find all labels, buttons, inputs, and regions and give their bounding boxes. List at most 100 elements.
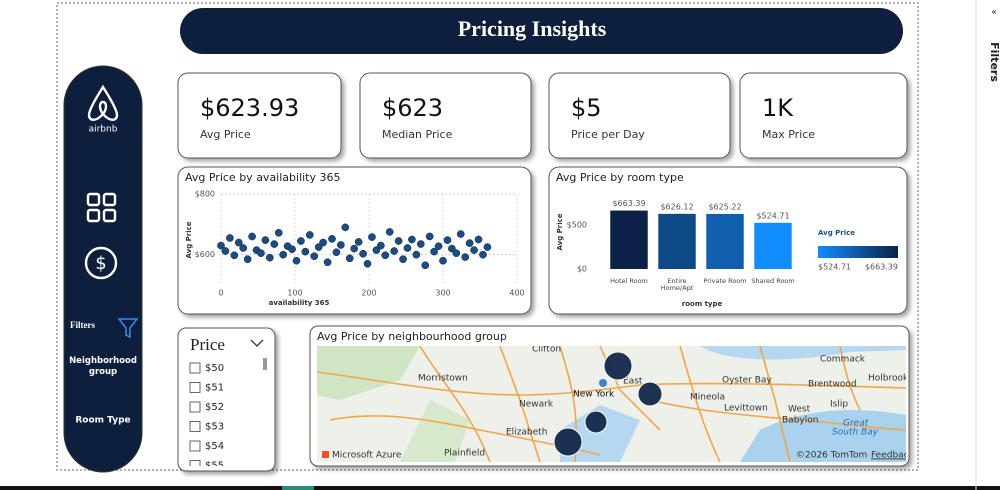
- page-tab[interactable]: [282, 486, 314, 490]
- scatter-point[interactable]: [456, 230, 465, 238]
- scatter-point[interactable]: [363, 259, 372, 268]
- map-bubble[interactable]: [599, 379, 607, 387]
- scatter-point[interactable]: [248, 232, 256, 241]
- slicer-item[interactable]: $51: [205, 383, 224, 394]
- slicer-title: Price: [190, 335, 225, 354]
- map-place-label: Brentwood: [808, 380, 857, 390]
- scatter-point[interactable]: [354, 238, 363, 246]
- map-bubble[interactable]: [637, 381, 663, 407]
- filter-item[interactable]: Room Type: [75, 416, 130, 426]
- scatter-point[interactable]: [470, 246, 478, 254]
- slicer-checkbox[interactable]: [189, 401, 201, 413]
- scatter-point[interactable]: [434, 242, 443, 251]
- scatter-point[interactable]: [345, 254, 354, 263]
- scatter-point[interactable]: [221, 247, 230, 255]
- scatter-point[interactable]: [425, 232, 434, 241]
- x-axis-title: room type: [682, 300, 723, 308]
- slicer-item[interactable]: $50: [205, 363, 224, 374]
- scatter-point[interactable]: [243, 255, 252, 264]
- scatter-point[interactable]: [439, 256, 447, 265]
- scatter-point[interactable]: [239, 244, 248, 252]
- scatter-point[interactable]: [261, 236, 270, 244]
- filter-icon[interactable]: [117, 318, 139, 339]
- scatter-point[interactable]: [443, 236, 452, 244]
- header-title: Pricing Insights: [458, 16, 607, 41]
- scatter-point[interactable]: [430, 247, 438, 256]
- bar[interactable]: [610, 210, 648, 269]
- slicer-checkbox[interactable]: [189, 440, 201, 452]
- scatter-point[interactable]: [230, 251, 239, 260]
- scatter-point[interactable]: [412, 250, 421, 259]
- x-tick-label-wrap: Entire Home/Apt: [661, 278, 694, 292]
- scatter-point[interactable]: [416, 240, 425, 248]
- scatter-point[interactable]: [274, 228, 283, 237]
- scatter-point[interactable]: [465, 239, 474, 247]
- scatter-point[interactable]: [270, 240, 279, 248]
- map-bubble[interactable]: [584, 410, 608, 434]
- kpi-card: [548, 72, 731, 159]
- scatter-point[interactable]: [279, 250, 288, 259]
- scatter-point[interactable]: [297, 237, 305, 245]
- scatter-point[interactable]: [376, 241, 385, 250]
- scatter-point[interactable]: [217, 241, 225, 250]
- map-place-label: Plainfield: [444, 449, 485, 459]
- scatter-point[interactable]: [474, 235, 483, 244]
- scatter-point[interactable]: [265, 253, 274, 262]
- scatter-point[interactable]: [421, 261, 430, 270]
- airbnb-logo[interactable]: [87, 84, 119, 121]
- grid-icon[interactable]: [86, 192, 117, 223]
- scatter-point[interactable]: [394, 237, 403, 245]
- map-bubble[interactable]: [553, 427, 583, 457]
- slicer-dropdown[interactable]: [250, 339, 264, 347]
- scatter-point[interactable]: [288, 245, 296, 254]
- slicer-item[interactable]: $54: [205, 441, 224, 452]
- map-place-label: Elizabeth: [506, 428, 547, 438]
- scatter-point[interactable]: [359, 249, 367, 258]
- price-icon[interactable]: $: [84, 246, 118, 280]
- slicer-checkbox[interactable]: [189, 460, 201, 471]
- scatter-point[interactable]: [332, 248, 341, 257]
- filter-item[interactable]: Neighborhood group: [69, 356, 137, 378]
- map-attribution[interactable]: Feedback: [871, 451, 915, 461]
- scatter-point[interactable]: [479, 250, 487, 259]
- map-canvas[interactable]: [317, 346, 906, 462]
- bar[interactable]: [706, 213, 744, 269]
- map-attribution: Microsoft Azure: [332, 451, 402, 461]
- slicer-checkbox[interactable]: [189, 382, 201, 393]
- filter-pane-title[interactable]: Filters: [988, 42, 1000, 82]
- slicer-item[interactable]: $52: [205, 402, 224, 413]
- scatter-point[interactable]: [403, 244, 412, 252]
- bar[interactable]: [754, 222, 792, 269]
- scatter-point[interactable]: [319, 238, 327, 247]
- scatter-point[interactable]: [381, 251, 390, 260]
- scatter-point[interactable]: [337, 241, 345, 249]
- slicer-checkbox[interactable]: [189, 421, 201, 432]
- scatter-point[interactable]: [257, 249, 265, 257]
- scatter-point[interactable]: [305, 231, 314, 239]
- scatter-point[interactable]: [483, 243, 492, 251]
- scatter-point[interactable]: [310, 252, 319, 261]
- scatter-point[interactable]: [452, 249, 461, 257]
- scatter-point[interactable]: [301, 247, 310, 256]
- slicer-item[interactable]: $53: [205, 422, 224, 433]
- map-bubble[interactable]: [603, 351, 633, 381]
- scatter-point[interactable]: [234, 238, 243, 247]
- slicer-scrollbar[interactable]: [263, 358, 267, 370]
- scatter-point[interactable]: [328, 235, 336, 243]
- scatter-point[interactable]: [350, 244, 359, 253]
- slicer-checkbox[interactable]: [189, 362, 201, 374]
- scatter-point[interactable]: [226, 234, 234, 242]
- scatter-point[interactable]: [399, 255, 407, 264]
- scatter-point[interactable]: [390, 247, 399, 255]
- scatter-point[interactable]: [408, 235, 416, 244]
- scatter-point[interactable]: [368, 233, 376, 241]
- slicer-item[interactable]: $55: [205, 461, 224, 472]
- kpi-value: 1K: [762, 94, 794, 122]
- scatter-point[interactable]: [323, 258, 332, 267]
- scatter-point[interactable]: [341, 223, 350, 232]
- scatter-point[interactable]: [292, 256, 301, 265]
- bar[interactable]: [658, 213, 696, 269]
- pane-collapse[interactable]: «: [991, 8, 997, 18]
- scatter-point[interactable]: [385, 228, 394, 236]
- scatter-point[interactable]: [461, 253, 470, 261]
